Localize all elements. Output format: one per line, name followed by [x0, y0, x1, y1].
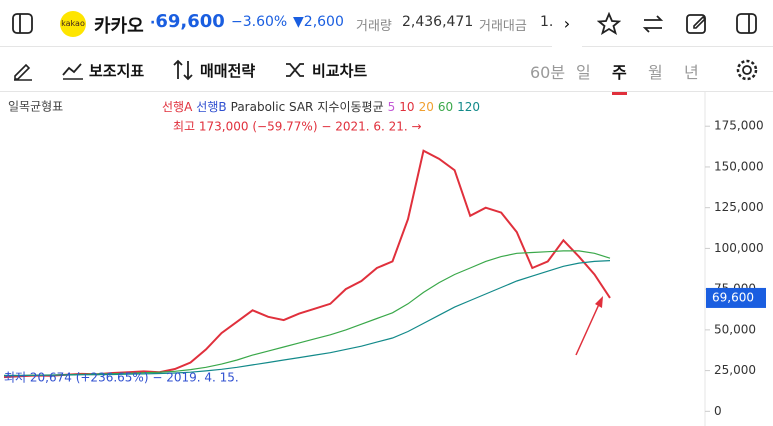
legend-entry: 10	[399, 100, 414, 114]
current-price-label: 69,600	[712, 290, 754, 304]
settings-icon[interactable]	[735, 58, 759, 82]
low-annotation: 최저 20,674 (+236.65%) − 2019. 4. 15.	[4, 371, 239, 385]
legend-b: 선행B	[196, 99, 226, 114]
period-tab[interactable]: 60분	[530, 63, 566, 82]
current-price-box	[706, 287, 766, 308]
y-tick-label: 175,000	[714, 119, 764, 133]
price-value: 69,600	[155, 11, 225, 32]
compare-button[interactable]: 비교차트	[312, 62, 368, 80]
y-tick-label: 50,000	[714, 322, 756, 336]
series-line	[4, 260, 611, 377]
arrow	[575, 301, 601, 356]
stock-name: 카카오	[94, 16, 144, 37]
star-icon[interactable]	[597, 12, 621, 36]
top-bar: kakao 카카오 ·69,600 −3.60% ▼2,600 거래량 2,43…	[0, 0, 773, 47]
series-line	[3, 149, 611, 379]
amount-label: 거래대금	[479, 19, 527, 34]
period-tab[interactable]: 월	[648, 63, 663, 82]
arrow-head	[595, 296, 603, 308]
strategy-icon[interactable]	[172, 59, 194, 81]
y-tick-label: 150,000	[714, 159, 764, 173]
compare-icon[interactable]	[284, 59, 306, 81]
period-tab[interactable]: 주	[612, 59, 627, 95]
chart: 025,00050,00075,000100,000125,000150,000…	[3, 92, 766, 426]
indicator-icon[interactable]	[62, 60, 84, 80]
indicators-button[interactable]: 보조지표	[89, 62, 145, 80]
strategy-button[interactable]: 매매전략	[200, 62, 256, 80]
sidebar-icon[interactable]	[12, 13, 34, 35]
legend-entry: 60	[438, 100, 453, 114]
legend-sar: Parabolic SAR	[231, 100, 314, 114]
change-pct: −3.60%	[231, 14, 288, 30]
volume-label: 거래량	[356, 19, 392, 34]
price: ·69,600	[150, 11, 225, 32]
scroll-right[interactable]: ›	[552, 0, 582, 47]
y-tick-label: 125,000	[714, 200, 764, 214]
series-line	[4, 250, 611, 377]
swap-icon[interactable]	[641, 12, 665, 36]
toolbar: 보조지표 매매전략 비교차트 60분 일 주 월 년	[0, 47, 773, 95]
legend-entry: 20	[419, 100, 434, 114]
period-tab[interactable]: 일	[576, 63, 591, 82]
change-value: 2,600	[303, 14, 344, 30]
draw-icon[interactable]	[12, 59, 34, 81]
high-annotation: 최고 173,000 (−59.77%) − 2021. 6. 21. →	[173, 120, 422, 134]
panel-icon[interactable]	[736, 13, 758, 35]
logo: kakao	[60, 11, 86, 37]
legend-a: 선행A	[162, 99, 193, 114]
period-tab[interactable]: 년	[684, 63, 699, 82]
indicator-name: 일목균형표	[8, 100, 63, 114]
y-tick-label: 0	[714, 404, 722, 418]
y-tick-label: 25,000	[714, 363, 756, 377]
legend-entry: 5	[388, 100, 396, 114]
y-tick-label: 100,000	[714, 241, 764, 255]
edit-icon[interactable]	[685, 12, 709, 36]
legend: 선행A 선행B Parabolic SAR 지수이동평균 5 10 20 60 120	[162, 99, 480, 114]
legend-ema: 지수이동평균	[317, 100, 383, 114]
change: ▼2,600	[293, 14, 344, 30]
legend-entry: 120	[457, 100, 480, 114]
volume: 2,436,471	[402, 14, 474, 30]
